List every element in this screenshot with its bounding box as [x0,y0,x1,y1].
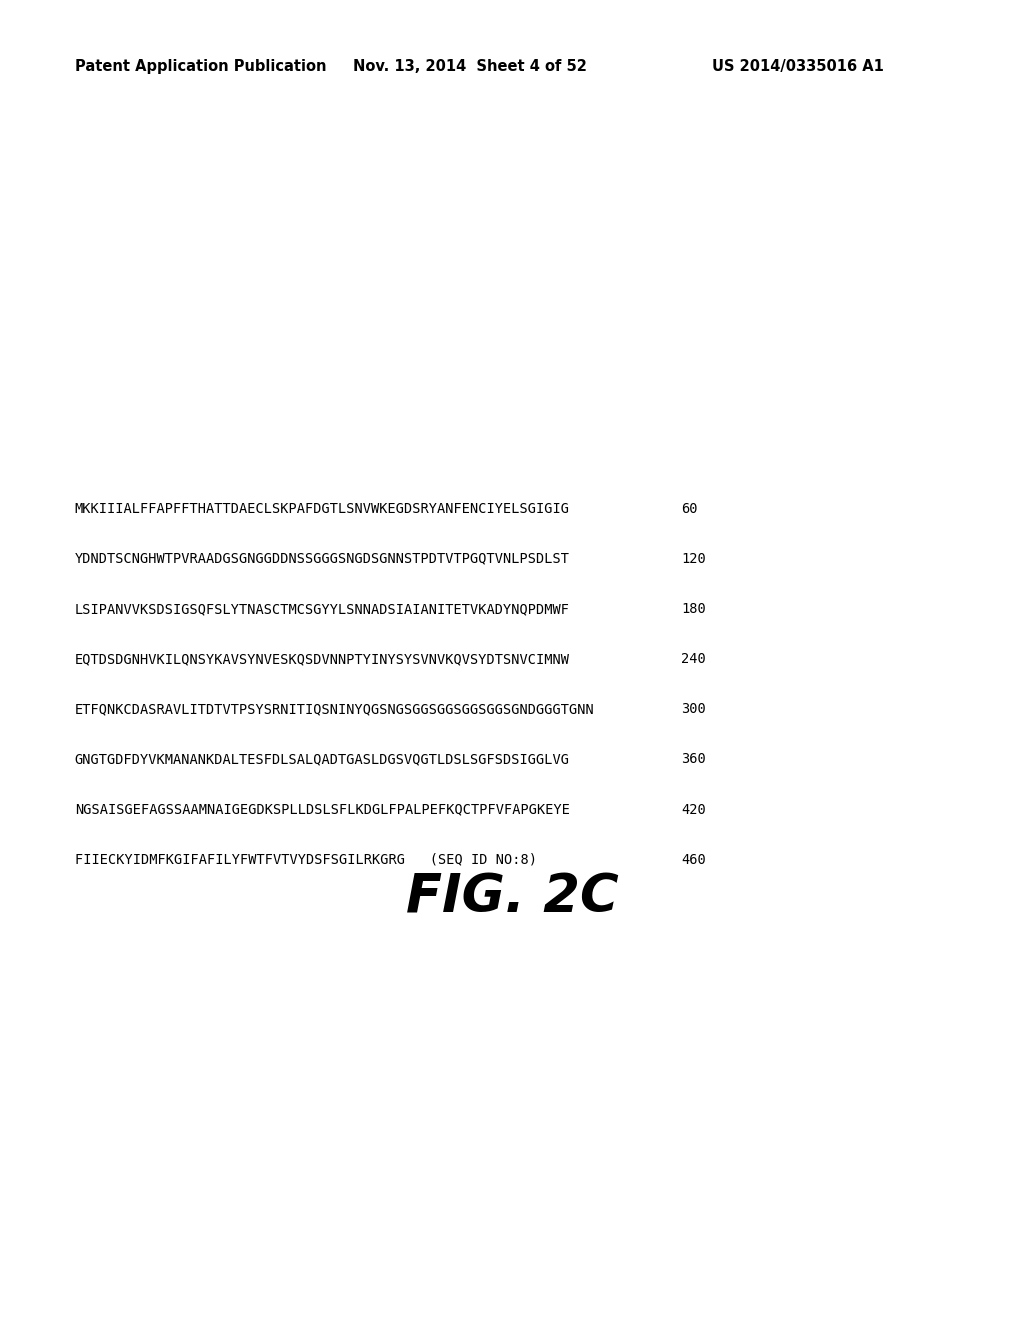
Text: FIG. 2C: FIG. 2C [406,871,618,923]
Text: EQTDSDGNHVKILQNSYKAVSYNVESKQSDVNNPTYINYSYSVNVKQVSYDTSNVCIMNW: EQTDSDGNHVKILQNSYKAVSYNVESKQSDVNNPTYINYS… [75,652,569,667]
Text: 360: 360 [681,752,706,767]
Text: 60: 60 [681,502,697,516]
Text: Nov. 13, 2014  Sheet 4 of 52: Nov. 13, 2014 Sheet 4 of 52 [353,59,587,74]
Text: LSIPANVVKSDSIGSQFSLYTNASCTMCSGYYLSNNADSIAIANITETVKADYNQPDMWF: LSIPANVVKSDSIGSQFSLYTNASCTMCSGYYLSNNADSI… [75,602,569,616]
Text: NGSAISGEFAGSSAAMNAIGEGDKSPLLDSLSFLKDGLFPALPEFKQCTPFVFAPGKEYE: NGSAISGEFAGSSAAMNAIGEGDKSPLLDSLSFLKDGLFP… [75,803,569,817]
Text: 460: 460 [681,853,706,867]
Text: Patent Application Publication: Patent Application Publication [75,59,327,74]
Text: GNGTGDFDYVKMANANKDALTESFDLSALQADTGASLDGSVQGTLDSLSGFSDSIGGLVG: GNGTGDFDYVKMANANKDALTESFDLSALQADTGASLDGS… [75,752,569,767]
Text: 120: 120 [681,552,706,566]
Text: US 2014/0335016 A1: US 2014/0335016 A1 [712,59,884,74]
Text: 420: 420 [681,803,706,817]
Text: 300: 300 [681,702,706,717]
Text: MKKIIIALFFAPFFTHATTDAECLSKPAFDGTLSNVWKEGDSRYANFENCIYELSGIGIG: MKKIIIALFFAPFFTHATTDAECLSKPAFDGTLSNVWKEG… [75,502,569,516]
Text: ETFQNKCDASRAVLITDTVTPSYSRNITIQSNINYQGSNGSGGSGGSGGSGGSGNDGGGTGNN: ETFQNKCDASRAVLITDTVTPSYSRNITIQSNINYQGSNG… [75,702,595,717]
Text: 240: 240 [681,652,706,667]
Text: 180: 180 [681,602,706,616]
Text: YDNDTSCNGHWTPVRAADGSGNGGDDNSSGGGSNGDSGNNSTPDTVTPGQTVNLPSDLST: YDNDTSCNGHWTPVRAADGSGNGGDDNSSGGGSNGDSGNN… [75,552,569,566]
Text: FIIECKYIDMFKGIFAFILYFWTFVTVYDSFSGILRKGRG   (SEQ ID NO:8): FIIECKYIDMFKGIFAFILYFWTFVTVYDSFSGILRKGRG… [75,853,537,867]
